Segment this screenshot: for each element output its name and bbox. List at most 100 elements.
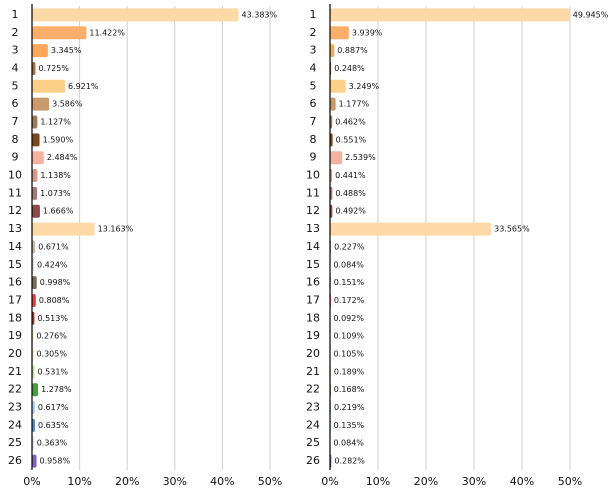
- value-label: 0.151%: [334, 278, 365, 287]
- category-label: 7: [310, 115, 317, 128]
- bar: [330, 133, 333, 147]
- value-label: 3.249%: [349, 82, 380, 91]
- category-label: 16: [8, 276, 22, 289]
- category-label: 11: [8, 186, 22, 199]
- category-label: 20: [306, 347, 320, 360]
- category-label: 22: [8, 383, 22, 396]
- bar: [32, 61, 36, 75]
- value-label: 0.363%: [37, 439, 68, 448]
- value-label: 2.539%: [345, 153, 376, 162]
- value-label: 11.422%: [89, 28, 125, 37]
- category-label: 20: [8, 347, 22, 360]
- value-label: 13.163%: [98, 225, 134, 234]
- value-label: 0.424%: [37, 260, 68, 269]
- value-label: 3.345%: [51, 46, 82, 55]
- bar: [32, 311, 35, 325]
- category-label: 17: [8, 293, 22, 306]
- value-label: 0.488%: [335, 189, 366, 198]
- category-label: 8: [310, 133, 317, 146]
- value-label: 0.219%: [334, 403, 365, 412]
- category-label: 26: [8, 454, 22, 467]
- value-label: 0.248%: [334, 64, 365, 73]
- bar: [32, 204, 40, 218]
- bar: [32, 454, 37, 468]
- value-label: 0.109%: [334, 332, 365, 341]
- bar: [32, 276, 37, 290]
- x-tick-label: 10%: [67, 475, 91, 488]
- value-label: 0.441%: [335, 171, 366, 180]
- value-label: 1.073%: [40, 189, 71, 198]
- category-label: 12: [306, 204, 320, 217]
- value-label: 6.921%: [68, 82, 99, 91]
- category-label: 19: [306, 329, 320, 342]
- bar: [32, 169, 38, 183]
- bar: [32, 151, 44, 165]
- category-label: 1: [12, 8, 19, 21]
- category-label: 23: [8, 401, 22, 414]
- value-label: 1.278%: [41, 385, 72, 394]
- bar: [330, 97, 336, 111]
- category-label: 24: [306, 418, 320, 431]
- value-label: 0.189%: [334, 367, 365, 376]
- bar: [32, 186, 38, 200]
- category-label: 13: [8, 222, 22, 235]
- category-label: 11: [306, 186, 320, 199]
- x-tick-label: 20%: [115, 475, 139, 488]
- value-label: 0.531%: [38, 367, 69, 376]
- category-label: 13: [306, 222, 320, 235]
- bar: [330, 44, 335, 58]
- value-label: 0.172%: [334, 296, 365, 305]
- bar: [32, 222, 95, 236]
- value-label: 1.590%: [43, 135, 74, 144]
- value-label: 0.084%: [333, 260, 364, 269]
- category-label: 19: [8, 329, 22, 342]
- bar: [32, 293, 36, 307]
- bar: [330, 79, 346, 93]
- value-label: 0.105%: [334, 350, 365, 359]
- category-label: 14: [306, 240, 320, 253]
- value-label: 0.887%: [337, 46, 368, 55]
- value-label: 0.725%: [38, 64, 69, 73]
- value-label: 0.168%: [334, 385, 365, 394]
- value-label: 1.177%: [339, 100, 370, 109]
- value-label: 0.617%: [38, 403, 69, 412]
- category-label: 18: [8, 311, 22, 324]
- value-label: 0.671%: [38, 242, 69, 251]
- bar: [32, 79, 65, 93]
- category-label: 5: [310, 79, 317, 92]
- x-tick-label: 30%: [163, 475, 187, 488]
- value-label: 49.945%: [573, 10, 609, 19]
- value-label: 2.484%: [47, 153, 78, 162]
- x-tick-label: 40%: [510, 475, 534, 488]
- category-label: 14: [8, 240, 22, 253]
- value-label: 0.227%: [334, 242, 365, 251]
- value-label: 0.462%: [335, 118, 366, 127]
- category-label: 4: [12, 61, 19, 74]
- category-label: 9: [12, 151, 19, 164]
- bar: [32, 8, 239, 22]
- bar: [330, 26, 349, 40]
- value-label: 0.998%: [40, 278, 71, 287]
- category-label: 3: [310, 44, 317, 57]
- category-label: 23: [306, 401, 320, 414]
- value-label: 1.666%: [43, 207, 74, 216]
- value-label: 0.513%: [37, 314, 68, 323]
- category-label: 4: [310, 61, 317, 74]
- category-label: 7: [12, 115, 19, 128]
- value-label: 0.305%: [36, 350, 67, 359]
- category-label: 1: [310, 8, 317, 21]
- value-label: 43.383%: [242, 10, 278, 19]
- value-label: 1.127%: [40, 118, 71, 127]
- value-label: 0.282%: [334, 457, 365, 466]
- category-label: 24: [8, 418, 22, 431]
- value-label: 33.565%: [494, 225, 530, 234]
- bar: [32, 240, 36, 254]
- category-label: 12: [8, 204, 22, 217]
- bar: [32, 44, 48, 58]
- bar: [32, 365, 35, 379]
- x-tick-label: 10%: [366, 475, 390, 488]
- category-label: 15: [8, 258, 22, 271]
- x-tick-label: 50%: [258, 475, 282, 488]
- value-label: 0.276%: [36, 332, 67, 341]
